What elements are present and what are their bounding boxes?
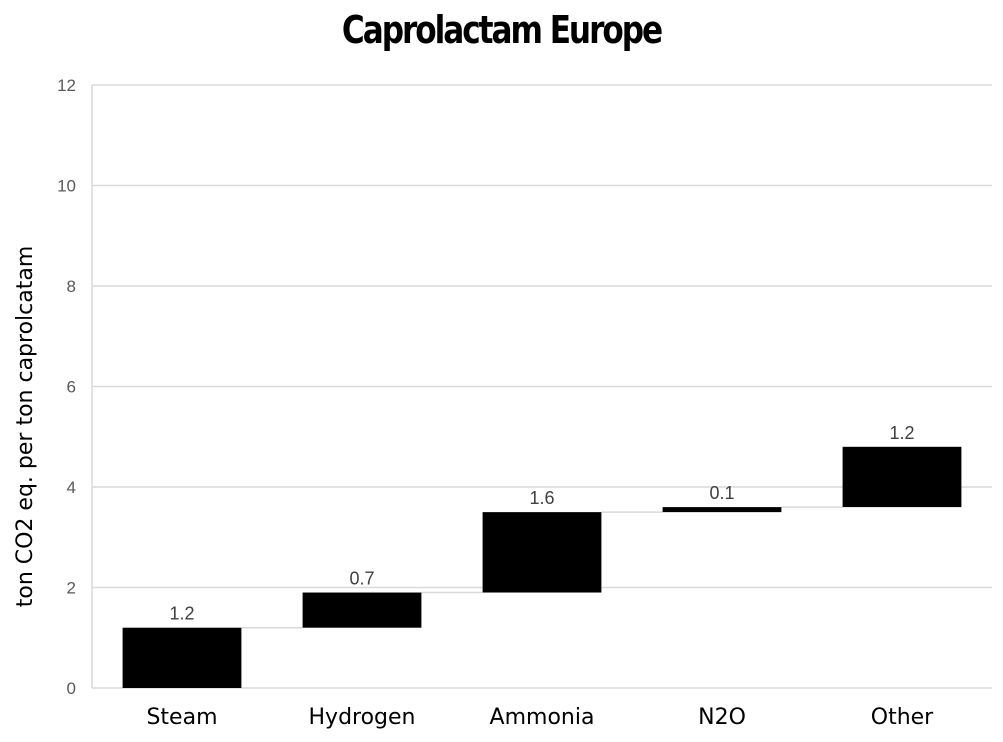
bar-other <box>842 446 962 508</box>
x-tick-label-other: Other <box>871 705 934 730</box>
x-tick-label-ammonia: Ammonia <box>490 705 595 730</box>
bar-steam <box>122 627 242 688</box>
y-axis-title: ton CO2 eq. per ton caprolcatam <box>13 246 38 608</box>
y-tick-label: 0 <box>67 679 76 698</box>
y-tick-label: 4 <box>67 478 76 497</box>
data-label-ammonia: 1.6 <box>529 488 554 508</box>
x-tick-label-n2o: N2O <box>698 705 746 730</box>
y-tick-label: 12 <box>57 76 76 95</box>
y-tick-label: 6 <box>67 378 76 397</box>
bar-hydrogen <box>302 592 422 628</box>
data-label-n2o: 0.1 <box>709 483 734 503</box>
connectors <box>241 506 843 629</box>
y-tick-labels: 0 2 4 6 8 10 12 <box>57 76 76 698</box>
bar-n2o <box>662 507 782 513</box>
data-label-steam: 1.2 <box>169 604 194 624</box>
y-tick-label: 2 <box>67 579 76 598</box>
x-tick-labels: Steam Hydrogen Ammonia N2O Other <box>146 705 934 730</box>
x-tick-label-steam: Steam <box>146 705 217 730</box>
bar-ammonia <box>482 512 602 593</box>
y-tick-label: 8 <box>67 277 76 296</box>
data-labels: 1.2 0.7 1.6 0.1 1.2 <box>169 423 914 624</box>
data-label-other: 1.2 <box>889 423 914 443</box>
gridlines <box>91 84 992 689</box>
y-tick-label: 10 <box>57 177 76 196</box>
chart-title: Caprolactam Europe <box>341 8 663 52</box>
bars <box>122 446 962 688</box>
x-tick-label-hydrogen: Hydrogen <box>309 705 416 730</box>
data-label-hydrogen: 0.7 <box>349 569 374 589</box>
